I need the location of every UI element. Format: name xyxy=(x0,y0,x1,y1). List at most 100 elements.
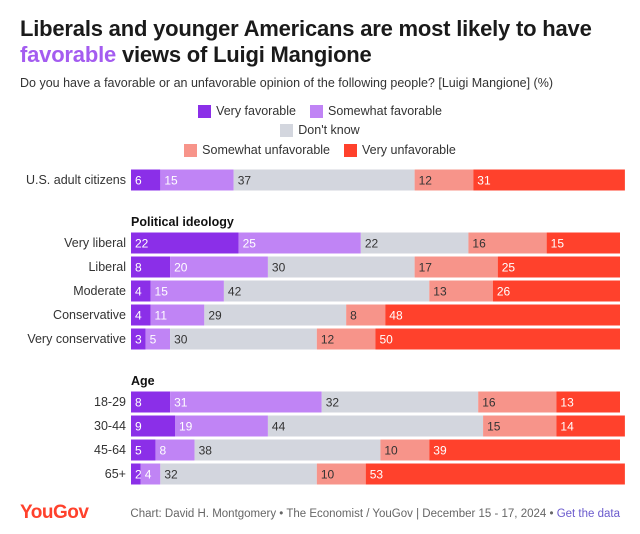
bar-value-label: 8 xyxy=(135,396,142,410)
chart-title: Liberals and younger Americans are most … xyxy=(20,16,630,68)
bar-segment xyxy=(429,439,620,461)
bar-value-label: 29 xyxy=(208,309,222,323)
bar-segment xyxy=(238,232,361,254)
bar-segment xyxy=(414,169,474,191)
bar-value-label: 12 xyxy=(321,333,335,347)
bar-value-label: 15 xyxy=(155,285,169,299)
bar-segment xyxy=(131,328,146,350)
group-label: Age xyxy=(131,374,155,388)
bar-value-label: 25 xyxy=(502,261,516,275)
title-part1: Liberals and younger Americans are most … xyxy=(20,16,592,41)
legend-item-somewhat-favorable: Somewhat favorable xyxy=(309,104,442,118)
bar-value-label: 6 xyxy=(135,174,142,188)
bar-segment xyxy=(375,328,620,350)
bar-segment xyxy=(321,391,479,413)
yougov-logo: YouGov xyxy=(20,502,89,523)
bar-value-label: 17 xyxy=(419,261,433,275)
bar-value-label: 30 xyxy=(174,333,188,347)
bar-segment xyxy=(473,169,625,191)
bar-segment xyxy=(131,391,171,413)
row-label: Moderate xyxy=(73,284,126,298)
bar-value-label: 4 xyxy=(135,309,142,323)
legend-label: Don't know xyxy=(298,123,360,137)
bar-value-label: 22 xyxy=(365,237,379,251)
legend-row-3: Somewhat unfavorable Very unfavorable xyxy=(0,143,640,157)
legend-item-very-favorable: Very favorable xyxy=(198,104,296,118)
bar-segment xyxy=(267,256,415,278)
bar-segment xyxy=(233,169,415,191)
bar-segment xyxy=(360,232,469,254)
bar-segment xyxy=(150,280,224,302)
row-label: 30-44 xyxy=(94,419,126,433)
bar-segment xyxy=(155,439,195,461)
bar-segment xyxy=(150,304,205,326)
bar-value-label: 48 xyxy=(389,309,403,323)
bar-segment xyxy=(131,415,176,437)
bar-segment xyxy=(483,415,557,437)
row-label: Liberal xyxy=(88,260,126,274)
bar-value-label: 31 xyxy=(477,174,491,188)
bar-value-label: 4 xyxy=(135,285,142,299)
legend-label: Very favorable xyxy=(216,104,296,118)
bar-segment xyxy=(140,463,161,485)
bar-segment xyxy=(160,169,234,191)
legend-swatch xyxy=(309,104,323,118)
bar-value-label: 11 xyxy=(155,309,168,323)
bar-value-label: 19 xyxy=(179,420,193,434)
bar-segment xyxy=(194,439,381,461)
legend-swatch xyxy=(280,123,294,137)
bar-value-label: 37 xyxy=(238,174,252,188)
bar-value-label: 13 xyxy=(433,285,447,299)
legend-label: Somewhat unfavorable xyxy=(202,143,331,157)
bar-segment xyxy=(131,169,161,191)
bar-segment xyxy=(145,328,171,350)
bar-segment xyxy=(497,256,620,278)
bar-segment xyxy=(170,328,317,350)
bar-segment xyxy=(546,232,620,254)
bar-segment xyxy=(492,280,620,302)
bar-value-label: 10 xyxy=(321,468,335,482)
bar-value-label: 15 xyxy=(551,237,565,251)
bar-value-label: 8 xyxy=(350,309,357,323)
bar-value-label: 32 xyxy=(326,396,340,410)
bar-value-label: 32 xyxy=(164,468,178,482)
bar-value-label: 38 xyxy=(199,444,213,458)
row-label: U.S. adult citizens xyxy=(26,173,126,187)
row-label: 18-29 xyxy=(94,395,126,409)
bar-segment xyxy=(131,280,151,302)
bar-value-label: 39 xyxy=(433,444,447,458)
bar-value-label: 9 xyxy=(135,420,142,434)
bar-segment xyxy=(267,415,484,437)
bar-segment xyxy=(429,280,493,302)
bar-value-label: 50 xyxy=(380,333,394,347)
get-data-link[interactable]: Get the data xyxy=(556,508,620,520)
bar-segment xyxy=(478,391,557,413)
bar-segment xyxy=(316,328,376,350)
chart-subtitle: Do you have a favorable or an unfavorabl… xyxy=(20,76,553,90)
title-highlight: favorable xyxy=(20,42,117,67)
bar-segment xyxy=(160,463,317,485)
bar-value-label: 5 xyxy=(135,444,142,458)
bar-value-label: 22 xyxy=(135,237,149,251)
bar-value-label: 8 xyxy=(135,261,142,275)
footer-credit: Chart: David H. Montgomery • The Economi… xyxy=(130,508,557,520)
bar-segment xyxy=(346,304,386,326)
bar-segment xyxy=(556,391,620,413)
bar-value-label: 12 xyxy=(419,174,433,188)
title-part2: views of Luigi Mangione xyxy=(116,42,372,67)
bar-segment xyxy=(204,304,347,326)
bar-segment xyxy=(380,439,430,461)
bar-value-label: 30 xyxy=(272,261,286,275)
bar-segment xyxy=(316,463,366,485)
bar-segment xyxy=(365,463,625,485)
row-label: Very conservative xyxy=(27,332,126,346)
bar-value-label: 44 xyxy=(272,420,286,434)
bar-value-label: 14 xyxy=(560,420,574,434)
legend-item-somewhat-unfavorable: Somewhat unfavorable xyxy=(184,143,330,157)
bar-segment xyxy=(175,415,268,437)
legend-item-dont-know: Don't know xyxy=(280,123,360,137)
legend-swatch xyxy=(198,104,212,118)
bar-value-label: 5 xyxy=(150,333,157,347)
bar-value-label: 16 xyxy=(472,237,486,251)
bar-value-label: 13 xyxy=(560,396,574,410)
